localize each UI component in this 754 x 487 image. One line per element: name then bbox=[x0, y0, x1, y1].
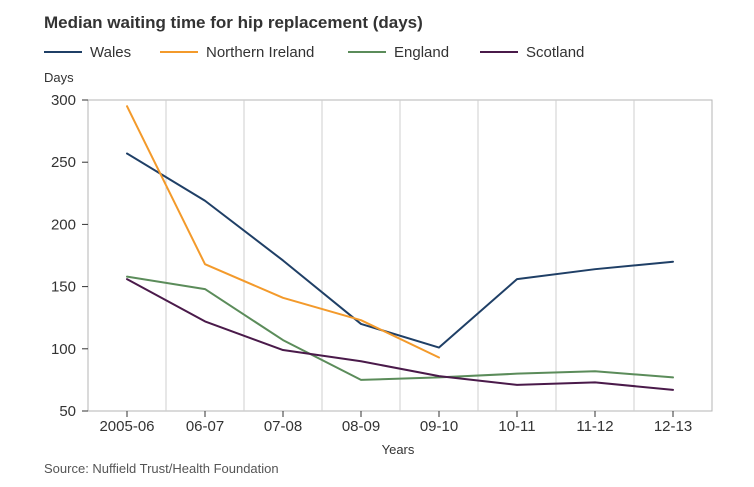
chart-title: Median waiting time for hip replacement … bbox=[44, 13, 423, 32]
x-tick-label: 10-11 bbox=[498, 418, 535, 435]
series-line-wales bbox=[126, 152, 674, 349]
x-tick-label: 09-10 bbox=[420, 418, 458, 435]
x-tick-label: 08-09 bbox=[342, 418, 380, 435]
series-line-england bbox=[126, 275, 674, 381]
y-tick-label: 300 bbox=[51, 92, 76, 109]
legend-label-scotland: Scotland bbox=[526, 44, 584, 61]
legend-label-northern-ireland: Northern Ireland bbox=[206, 44, 314, 61]
legend-label-england: England bbox=[394, 44, 449, 61]
x-tick-label: 07-08 bbox=[264, 418, 302, 435]
x-axis-label: Years bbox=[382, 442, 415, 457]
y-axis-label: Days bbox=[44, 70, 74, 85]
x-tick-label: 12-13 bbox=[654, 418, 692, 435]
source-note: Source: Nuffield Trust/Health Foundation bbox=[44, 461, 279, 476]
x-tick-label: 2005-06 bbox=[99, 418, 154, 435]
x-tick-label: 11-12 bbox=[576, 418, 613, 435]
y-tick-label: 100 bbox=[51, 341, 76, 358]
y-tick-label: 150 bbox=[51, 279, 76, 296]
y-tick-label: 200 bbox=[51, 216, 76, 233]
x-tick-label: 06-07 bbox=[186, 418, 224, 435]
plot-area: 50 100 150 200 250 300 2005-06 06-07 07-08 08-09 0… bbox=[51, 92, 713, 435]
y-tick-label: 250 bbox=[51, 154, 76, 171]
y-tick-label: 50 bbox=[59, 403, 76, 420]
legend-label-wales: Wales bbox=[90, 44, 131, 61]
series-line-scotland bbox=[126, 278, 674, 391]
series-line-northern-ireland bbox=[126, 105, 440, 359]
legend: Wales Northern Ireland England Scotland bbox=[44, 44, 584, 61]
